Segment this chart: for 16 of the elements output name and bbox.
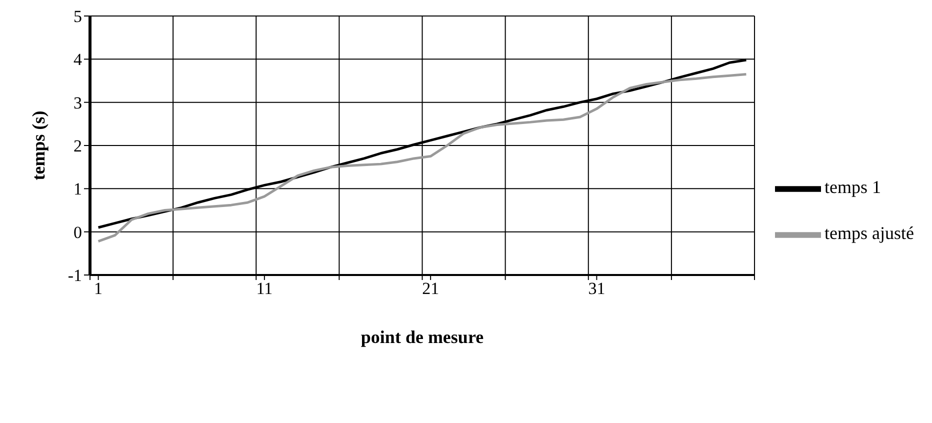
x-axis-title: point de mesure [360,327,484,347]
x-tick-label: 1 [94,279,103,298]
x-tick-label: 31 [588,279,606,298]
y-tick-label: 5 [74,7,82,26]
y-tick-label: 0 [74,222,82,242]
y-tick-label: -1 [68,266,82,286]
legend-label: temps ajusté [824,222,914,243]
y-tick-label: 3 [74,93,82,112]
y-tick-label: 2 [74,136,82,156]
line-series [97,73,748,243]
y-axis-title: temps (s) [28,110,48,180]
x-tick-label: 21 [422,279,440,298]
x-tick-label: 11 [256,279,273,298]
y-tick-label: 1 [74,180,82,199]
legend-label: temps 1 [824,176,882,197]
y-tick-label: 4 [74,50,82,70]
